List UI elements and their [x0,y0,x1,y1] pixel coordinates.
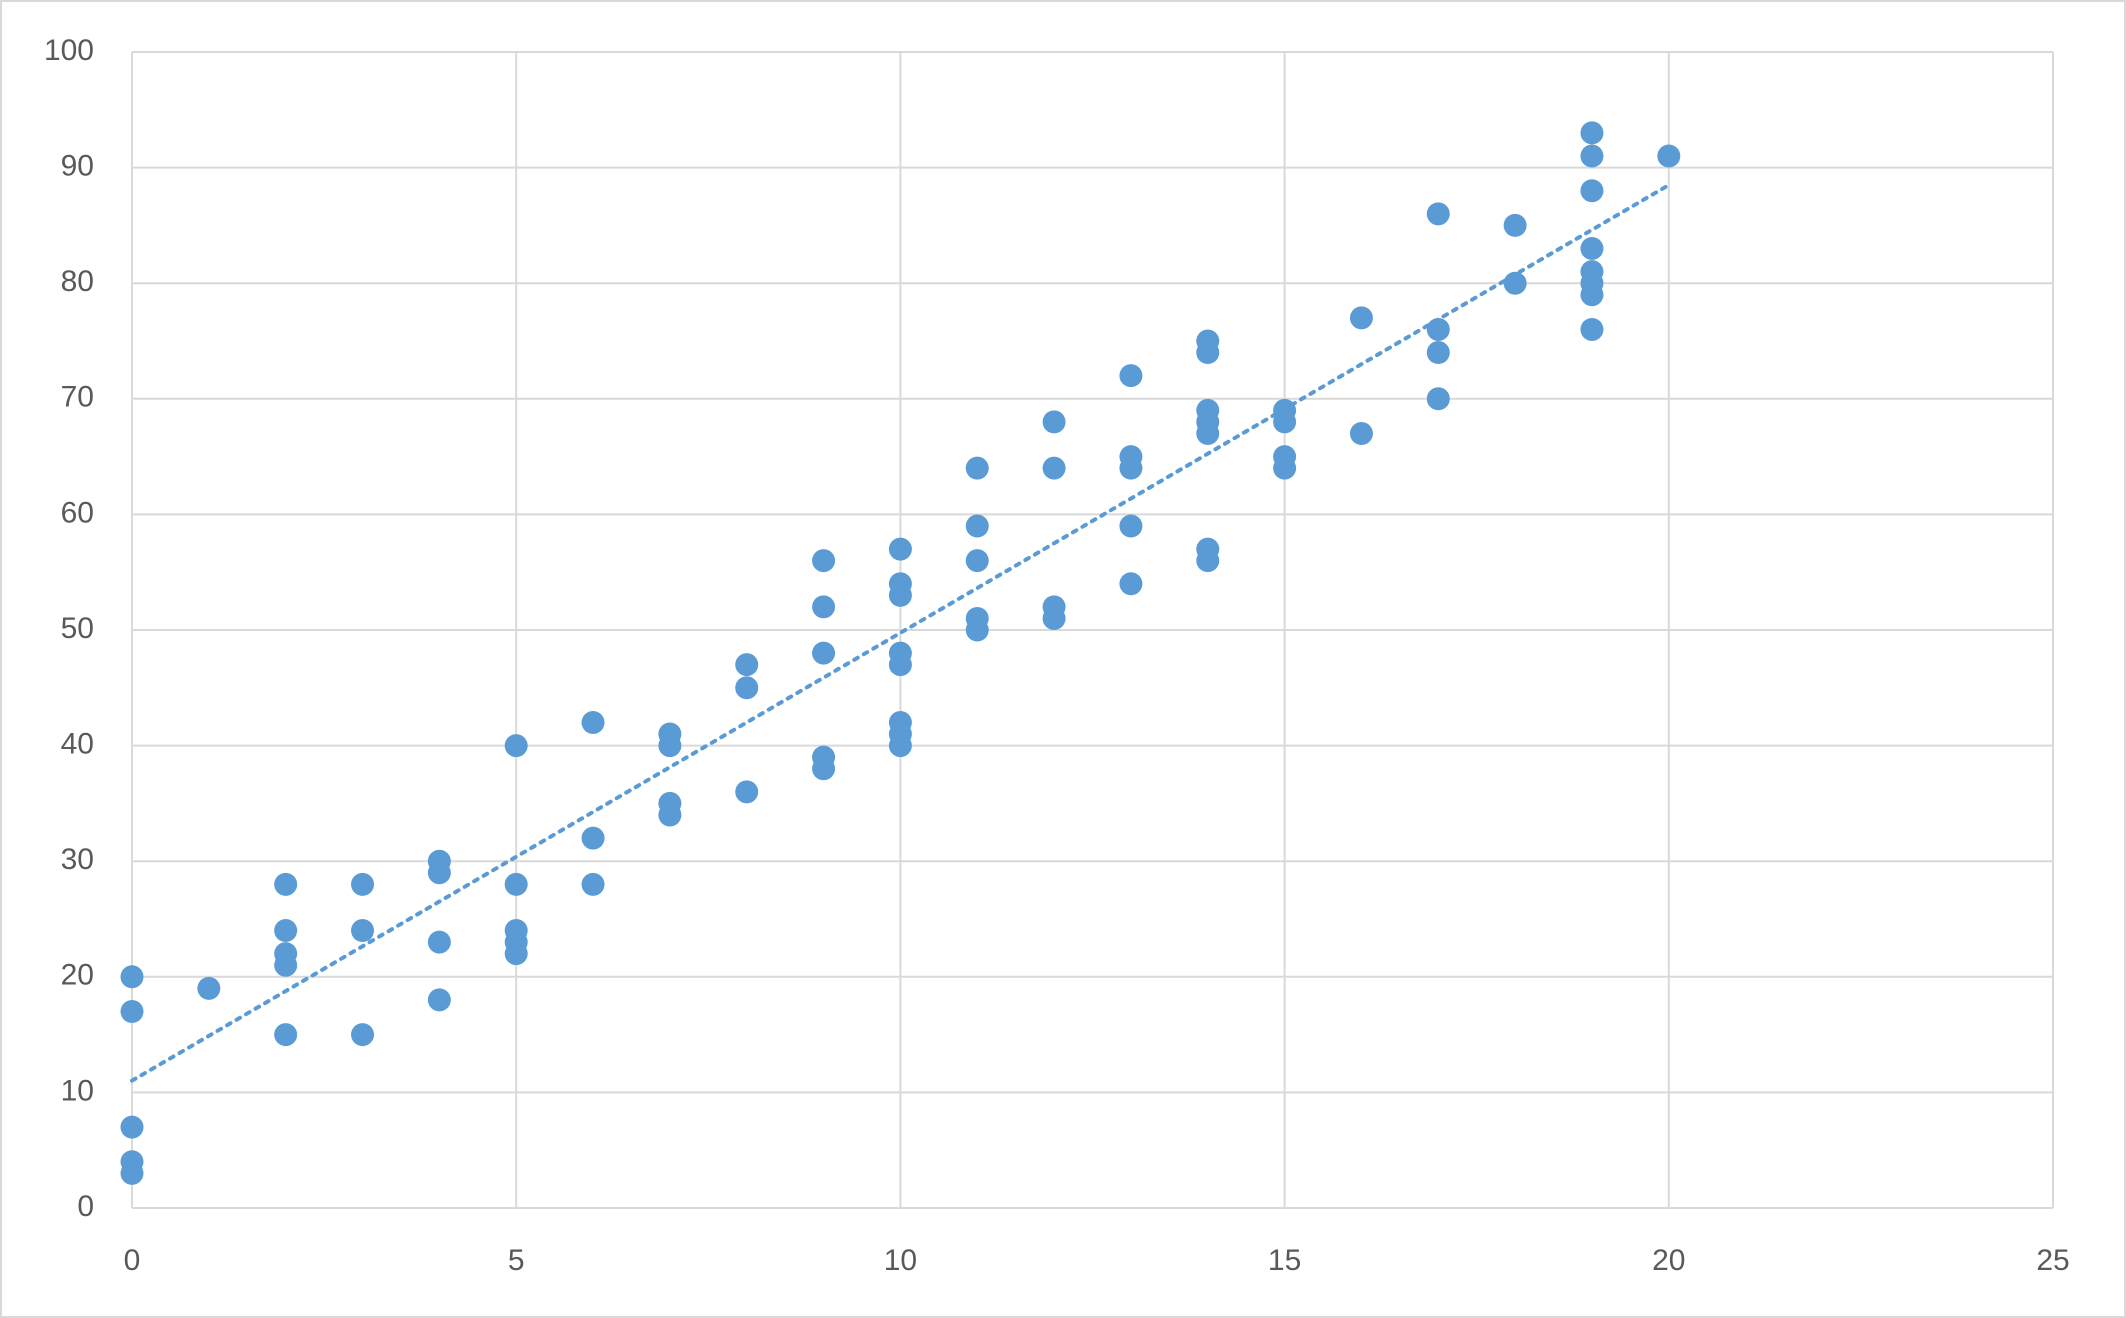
point [812,757,836,781]
point [197,976,221,1000]
x-tick-label: 0 [124,1244,141,1277]
y-tick-label: 50 [61,612,94,645]
point [1503,213,1527,237]
point [504,734,528,758]
point [735,780,759,804]
point [120,965,144,989]
y-tick-label: 100 [44,34,94,67]
point [1426,202,1450,226]
point [812,549,836,573]
y-tick-label: 60 [61,496,94,529]
point [888,537,912,561]
x-tick-label: 10 [884,1244,917,1277]
point [658,734,682,758]
x-tick-label: 15 [1268,1244,1301,1277]
point [1273,456,1297,480]
point [1042,606,1066,630]
point [1273,410,1297,434]
point [1580,283,1604,307]
point [504,942,528,966]
point [1042,410,1066,434]
point [1580,237,1604,261]
point [1657,144,1681,168]
y-tick-label: 0 [77,1190,94,1223]
point [504,872,528,896]
point [274,1023,298,1047]
point [888,583,912,607]
point [1119,572,1143,596]
point [1119,514,1143,538]
point [581,710,605,734]
point [735,653,759,677]
x-tick-label: 20 [1652,1244,1685,1277]
y-tick-label: 30 [61,843,94,876]
point [351,919,375,943]
point [1426,317,1450,341]
point [888,734,912,758]
point [1580,121,1604,145]
point [965,549,989,573]
point [427,930,451,954]
point [1196,341,1220,365]
point [1349,421,1373,445]
point [812,595,836,619]
point [351,872,375,896]
point [274,919,298,943]
point [274,872,298,896]
point [581,872,605,896]
point [965,618,989,642]
point [658,803,682,827]
point [1580,144,1604,168]
point [1426,341,1450,365]
point [351,1023,375,1047]
point [427,988,451,1012]
point [1349,306,1373,330]
y-tick-label: 20 [61,959,94,992]
point [427,861,451,885]
point [888,653,912,677]
x-tick-label: 5 [508,1244,525,1277]
point [1426,387,1450,411]
point [274,953,298,977]
point [1196,549,1220,573]
point [1119,456,1143,480]
point [120,1115,144,1139]
y-tick-label: 40 [61,728,94,761]
y-tick-label: 90 [61,150,94,183]
point [1119,364,1143,388]
point [1580,179,1604,203]
y-tick-label: 80 [61,265,94,298]
point [1196,421,1220,445]
y-tick-label: 10 [61,1074,94,1107]
point [581,826,605,850]
trendline [130,183,1671,1083]
point [1580,317,1604,341]
point [1042,456,1066,480]
point [965,456,989,480]
point [120,1161,144,1185]
y-tick-label: 70 [61,381,94,414]
point [812,641,836,665]
point [965,514,989,538]
point [120,999,144,1023]
point [735,676,759,700]
x-tick-label: 25 [2036,1244,2069,1277]
